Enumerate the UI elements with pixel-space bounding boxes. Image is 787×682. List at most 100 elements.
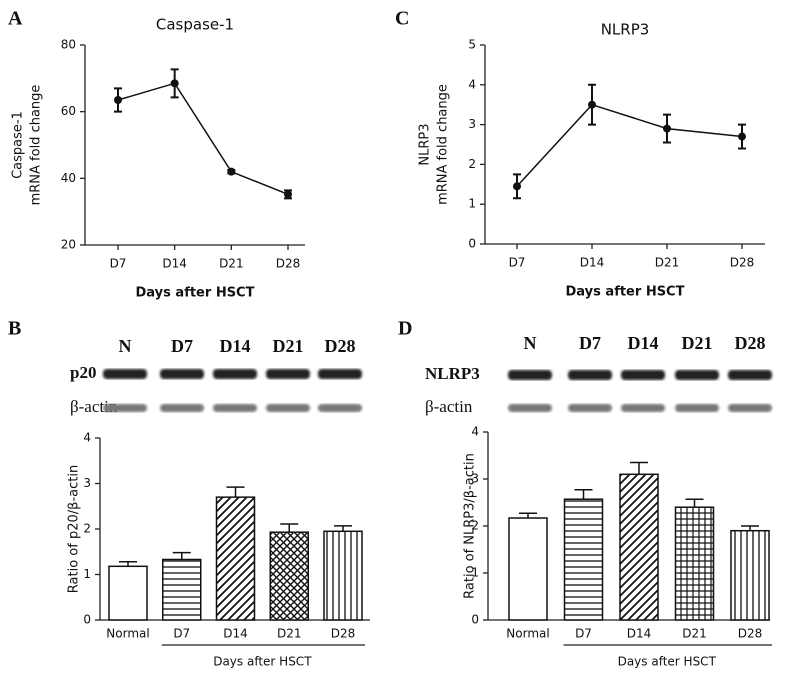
x-tick-label: D28 <box>276 257 301 271</box>
x-tick-label: D14 <box>162 257 187 271</box>
chart-title: Caspase-1 <box>156 16 234 34</box>
lane-label: D14 <box>628 333 659 353</box>
blot-band <box>103 369 147 379</box>
bar <box>269 531 309 621</box>
panel-letter: D <box>398 318 412 340</box>
point <box>513 182 521 191</box>
error-bar <box>172 551 191 560</box>
blot-band <box>621 370 665 380</box>
y-tick-label: 5 <box>468 38 476 52</box>
blot-band <box>266 404 310 412</box>
error-bar <box>226 486 245 498</box>
blot-band <box>568 404 612 412</box>
y-tick-label: 2 <box>468 157 476 171</box>
y-tick-label: 40 <box>61 171 76 185</box>
lane-label: D28 <box>735 333 766 353</box>
bar <box>215 496 256 621</box>
y-tick-label: 1 <box>468 197 476 211</box>
blot-band <box>675 370 719 380</box>
x-tick-label: Normal <box>106 627 149 641</box>
y-axis-label: Ratio of p20/β-actin <box>67 465 82 593</box>
x-axis-label: Days after HSCT <box>618 655 717 669</box>
x-tick-label: D21 <box>682 627 707 641</box>
y-axis-label: NLRP3 <box>418 123 433 165</box>
blot-band <box>318 404 362 412</box>
lane-label: D21 <box>682 333 713 353</box>
x-tick-label: D28 <box>738 627 763 641</box>
point <box>284 190 292 199</box>
point <box>170 79 179 88</box>
y-tick-label: 1 <box>83 567 91 581</box>
panel-letter: C <box>395 8 409 30</box>
y-tick-label: 0 <box>468 237 476 251</box>
error-bar <box>280 523 299 533</box>
line <box>117 82 289 196</box>
y-axis-label: mRNA fold change <box>29 85 44 206</box>
y-tick-label: 60 <box>61 104 76 118</box>
x-tick-label: D21 <box>277 627 302 641</box>
point <box>663 124 671 133</box>
y-tick-label: 3 <box>468 117 476 131</box>
lane-label: D14 <box>220 336 251 356</box>
blot-band <box>213 369 257 379</box>
error-bar <box>741 525 759 531</box>
lane-label: D7 <box>171 336 193 356</box>
error-bar <box>119 561 137 567</box>
point <box>227 167 236 176</box>
blot-band <box>160 369 204 379</box>
blot-band <box>213 404 257 412</box>
y-tick-label: 4 <box>471 425 479 439</box>
y-tick-label: 0 <box>471 613 479 627</box>
blot-band <box>621 404 665 412</box>
x-tick-label: D14 <box>223 627 248 641</box>
bar <box>619 473 659 621</box>
bar <box>730 529 770 621</box>
x-axis-label: Days after HSCT <box>213 655 312 669</box>
x-tick-label: D14 <box>580 256 605 270</box>
x-tick-label: D28 <box>730 256 755 270</box>
x-axis-label: Days after HSCT <box>566 285 685 300</box>
bar <box>108 565 148 621</box>
lane-label: D21 <box>273 336 304 356</box>
error-bar <box>574 489 593 500</box>
x-tick-label: D7 <box>173 627 190 641</box>
line <box>516 103 743 187</box>
y-tick-label: 2 <box>471 519 479 533</box>
x-tick-label: D7 <box>509 256 526 270</box>
y-tick-label: 3 <box>471 472 479 486</box>
point <box>588 100 596 109</box>
y-tick-label: 80 <box>61 38 76 52</box>
y-tick-label: 20 <box>61 238 76 252</box>
row-label: β-actin <box>425 397 473 416</box>
y-tick-label: 4 <box>83 431 91 445</box>
y-tick-label: 4 <box>468 77 476 91</box>
bar <box>674 506 715 621</box>
panel-letter: A <box>8 8 23 30</box>
x-tick-label: D28 <box>331 627 356 641</box>
y-tick-label: 0 <box>83 613 91 627</box>
y-axis-label: Caspase-1 <box>11 111 26 179</box>
bar <box>323 530 363 621</box>
bar <box>508 517 548 621</box>
blot-band <box>675 404 719 412</box>
blot-band <box>160 404 204 412</box>
error-bar <box>519 512 537 519</box>
point <box>114 96 122 104</box>
row-label: p20 <box>70 363 96 382</box>
lane-label: N <box>119 336 132 356</box>
bar <box>162 558 202 621</box>
lane-label: N <box>524 333 537 353</box>
x-tick-label: Normal <box>506 627 549 641</box>
blot-band <box>568 370 612 380</box>
error-bar <box>334 525 352 532</box>
blot-band <box>103 404 147 412</box>
error-bar <box>630 461 648 475</box>
y-axis-label: Ratio of NLRP3/β-actin <box>463 453 478 599</box>
blot-band <box>508 404 552 412</box>
x-tick-label: D21 <box>219 257 244 271</box>
bar <box>563 498 604 621</box>
blot-band <box>318 369 362 379</box>
blot-band <box>266 369 310 379</box>
x-axis-label: Days after HSCT <box>136 286 255 301</box>
